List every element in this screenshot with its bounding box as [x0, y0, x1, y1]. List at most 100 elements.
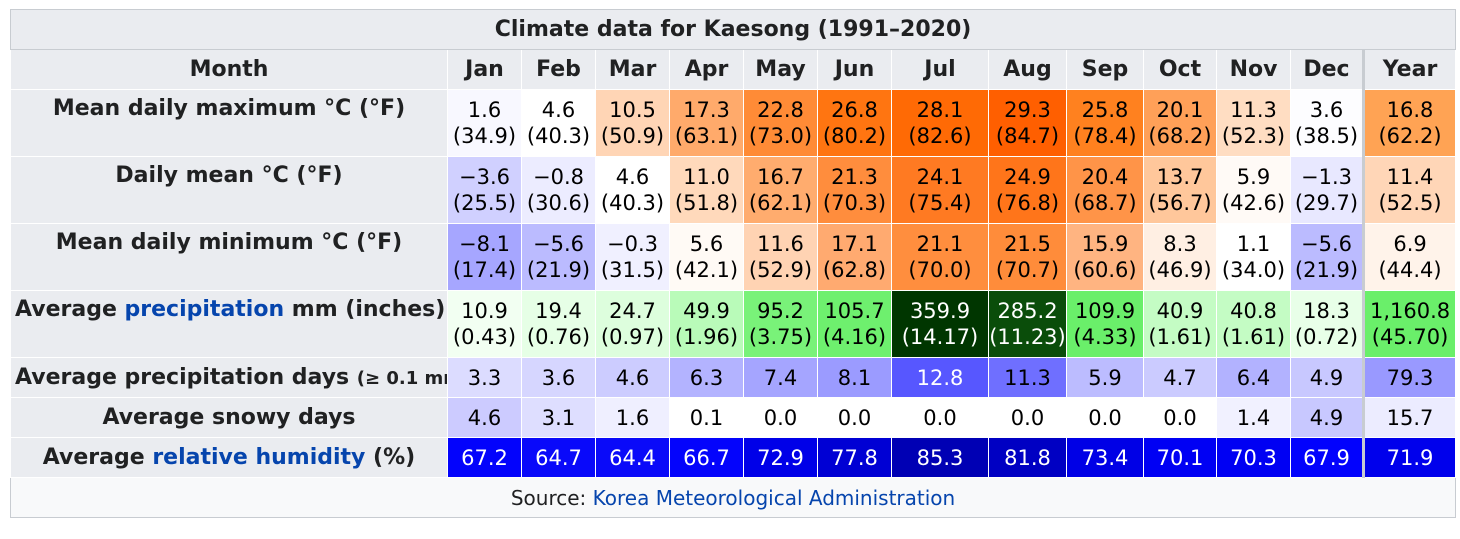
value-metric: 4.6: [615, 165, 650, 189]
value-cell: 67.9: [1290, 437, 1364, 478]
value-metric: 21.5: [1004, 232, 1051, 256]
row-label-prefix: Average: [42, 445, 153, 470]
value-imperial: (51.8): [674, 191, 739, 215]
value-cell: 11.6 (52.9): [743, 223, 818, 291]
value-metric: 20.1: [1156, 98, 1204, 122]
value-imperial: (70.7): [995, 258, 1060, 282]
value-imperial: (82.6): [908, 124, 972, 148]
value-metric: 24.1: [916, 165, 964, 189]
value-cell: 64.7: [521, 437, 596, 478]
value-imperial: (21.9): [1294, 258, 1359, 282]
value-cell: 0.0: [891, 397, 989, 438]
value-cell: 10.5 (50.9): [595, 89, 670, 157]
value-imperial: (40.3): [600, 191, 665, 215]
value-metric: 109.9: [1074, 299, 1136, 323]
value-metric: 13.7: [1156, 165, 1204, 189]
value-cell: 21.3 (70.3): [817, 156, 892, 224]
value-metric: 10.5: [609, 98, 656, 122]
value-metric: 285.2: [997, 299, 1058, 323]
value-metric: −5.6: [1301, 232, 1352, 256]
value-cell: 19.4 (0.76): [521, 290, 596, 358]
header-row: Month Jan Feb Mar Apr May Jun Jul Aug Sep Oct Nov D…: [10, 49, 1457, 90]
value-cell: 6.3: [669, 357, 744, 398]
value-cell: 66.7: [669, 437, 744, 478]
value-cell: 359.9 (14.17): [891, 290, 989, 358]
value-imperial: (63.1): [674, 124, 739, 148]
row-header: Mean daily minimum °C (°F): [10, 223, 448, 291]
value-metric: 11.0: [683, 165, 730, 189]
value-cell: 64.4: [595, 437, 670, 478]
year-value-cell: 11.4 (52.5): [1361, 156, 1457, 224]
row-header: Average snowy days: [10, 397, 448, 438]
value-imperial: (17.4): [452, 258, 517, 282]
value-imperial: (4.33): [1073, 325, 1137, 349]
value-cell: 4.9: [1290, 357, 1364, 398]
value-cell: −0.3 (31.5): [595, 223, 670, 291]
value-imperial: (21.9): [526, 258, 591, 282]
value-cell: 20.1 (68.2): [1143, 89, 1217, 157]
value-metric: 16.7: [757, 165, 804, 189]
value-cell: 81.8: [988, 437, 1067, 478]
value-cell: 25.8 (78.4): [1066, 89, 1144, 157]
value-imperial: (62.1): [748, 191, 813, 215]
value-imperial: (38.5): [1294, 124, 1359, 148]
value-cell: 12.8: [891, 357, 989, 398]
value-imperial: (62.8): [822, 258, 887, 282]
value-metric: 26.8: [831, 98, 878, 122]
row-label-link[interactable]: precipitation: [124, 297, 285, 322]
value-cell: 21.5 (70.7): [988, 223, 1067, 291]
value-metric: 10.9: [461, 299, 508, 323]
value-cell: 24.7 (0.97): [595, 290, 670, 358]
value-cell: 6.4: [1216, 357, 1291, 398]
value-metric: 17.1: [831, 232, 878, 256]
value-cell: 7.4: [743, 357, 818, 398]
value-cell: 0.0: [1066, 397, 1144, 438]
row-label-link[interactable]: relative humidity: [152, 445, 366, 470]
value-cell: 95.2 (3.75): [743, 290, 818, 358]
value-metric: 5.6: [689, 232, 724, 256]
value-cell: −1.3 (29.7): [1290, 156, 1364, 224]
value-metric: 29.3: [1004, 98, 1051, 122]
table-row: Average snowy days 4.6 3.1 1.6 0.1 0.0 0.0 0.0 0…: [10, 397, 1457, 438]
climate-table: Climate data for Kaesong (1991–2020) Mon…: [9, 9, 1457, 518]
value-metric: 3.6: [1309, 98, 1344, 122]
month-header-nov: Nov: [1216, 49, 1291, 90]
value-metric: 24.7: [609, 299, 656, 323]
month-header-jul: Jul: [891, 49, 989, 90]
value-imperial: (0.72): [1294, 325, 1359, 349]
value-imperial: (76.8): [995, 191, 1060, 215]
value-imperial: (68.7): [1073, 191, 1137, 215]
row-header: Mean daily maximum °C (°F): [10, 89, 448, 157]
value-imperial: (73.0): [748, 124, 813, 148]
value-metric: −3.6: [459, 165, 510, 189]
table-row: Mean daily maximum °C (°F) 1.6 (34.9) 4.6 (4…: [10, 89, 1457, 157]
value-cell: 109.9 (4.33): [1066, 290, 1144, 358]
value-metric: 21.1: [916, 232, 964, 256]
value-metric: 15.9: [1081, 232, 1129, 256]
value-metric: 11.3: [1230, 98, 1277, 122]
value-metric: 49.9: [683, 299, 730, 323]
value-cell: 73.4: [1066, 437, 1144, 478]
month-header: Month: [10, 49, 448, 90]
value-imperial: (45.70): [1371, 325, 1449, 349]
value-metric: −0.8: [533, 165, 584, 189]
value-metric: 24.9: [1004, 165, 1051, 189]
value-cell: 40.9 (1.61): [1143, 290, 1217, 358]
row-label-prefix: Average: [15, 297, 125, 322]
data-body: Mean daily maximum °C (°F) 1.6 (34.9) 4.6 (4…: [10, 89, 1457, 478]
value-metric: 20.4: [1081, 165, 1129, 189]
value-imperial: (14.17): [901, 325, 979, 349]
value-cell: 15.9 (60.6): [1066, 223, 1144, 291]
value-cell: 105.7 (4.16): [817, 290, 892, 358]
source-prefix: Source:: [510, 485, 593, 510]
month-header-feb: Feb: [521, 49, 596, 90]
value-metric: 95.2: [757, 299, 804, 323]
value-metric: 22.8: [757, 98, 804, 122]
source-link[interactable]: Korea Meteorological Administration: [592, 485, 956, 510]
value-cell: 70.1: [1143, 437, 1217, 478]
table-row: Mean daily minimum °C (°F) −8.1 (17.4) −5.6…: [10, 223, 1457, 291]
value-cell: 5.6 (42.1): [669, 223, 744, 291]
value-imperial: (1.96): [674, 325, 739, 349]
row-header: Average precipitation mm (inches): [10, 290, 448, 358]
value-cell: −0.8 (30.6): [521, 156, 596, 224]
